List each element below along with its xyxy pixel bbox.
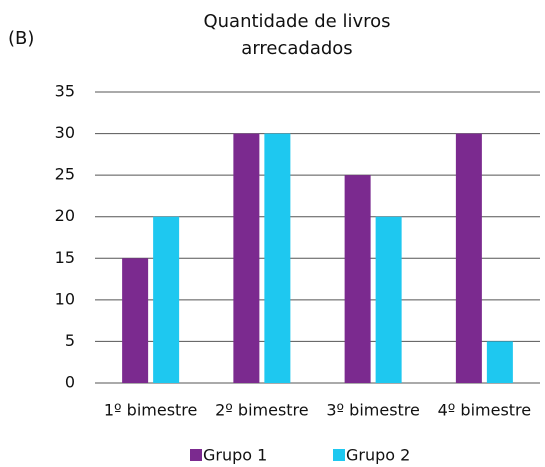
bar bbox=[344, 175, 371, 383]
y-tick-label: 35 bbox=[55, 82, 75, 101]
y-tick-label: 10 bbox=[55, 289, 75, 308]
x-tick-label: 4º bimestre bbox=[438, 401, 532, 420]
panel-label: (B) bbox=[8, 28, 34, 49]
legend-swatch bbox=[333, 449, 345, 461]
bar bbox=[122, 258, 149, 383]
chart-title: Quantidade de livros arrecadados bbox=[203, 11, 391, 59]
y-tick-label: 15 bbox=[55, 248, 75, 267]
bar bbox=[233, 133, 260, 383]
bar bbox=[375, 216, 402, 383]
x-tick-label: 1º bimestre bbox=[104, 401, 198, 420]
y-tick-label: 30 bbox=[55, 123, 75, 142]
y-tick-label: 0 bbox=[65, 373, 75, 392]
bar bbox=[486, 341, 513, 383]
x-tick-label: 3º bimestre bbox=[326, 401, 420, 420]
y-tick-label: 20 bbox=[55, 206, 75, 225]
bar bbox=[264, 133, 291, 383]
legend-swatch bbox=[190, 449, 202, 461]
legend-label: Grupo 2 bbox=[346, 446, 410, 465]
bar bbox=[153, 216, 180, 383]
y-tick-label: 5 bbox=[65, 331, 75, 350]
legend-label: Grupo 1 bbox=[203, 446, 267, 465]
bar bbox=[455, 133, 482, 383]
x-tick-label: 2º bimestre bbox=[215, 401, 309, 420]
y-tick-label: 25 bbox=[55, 165, 75, 184]
